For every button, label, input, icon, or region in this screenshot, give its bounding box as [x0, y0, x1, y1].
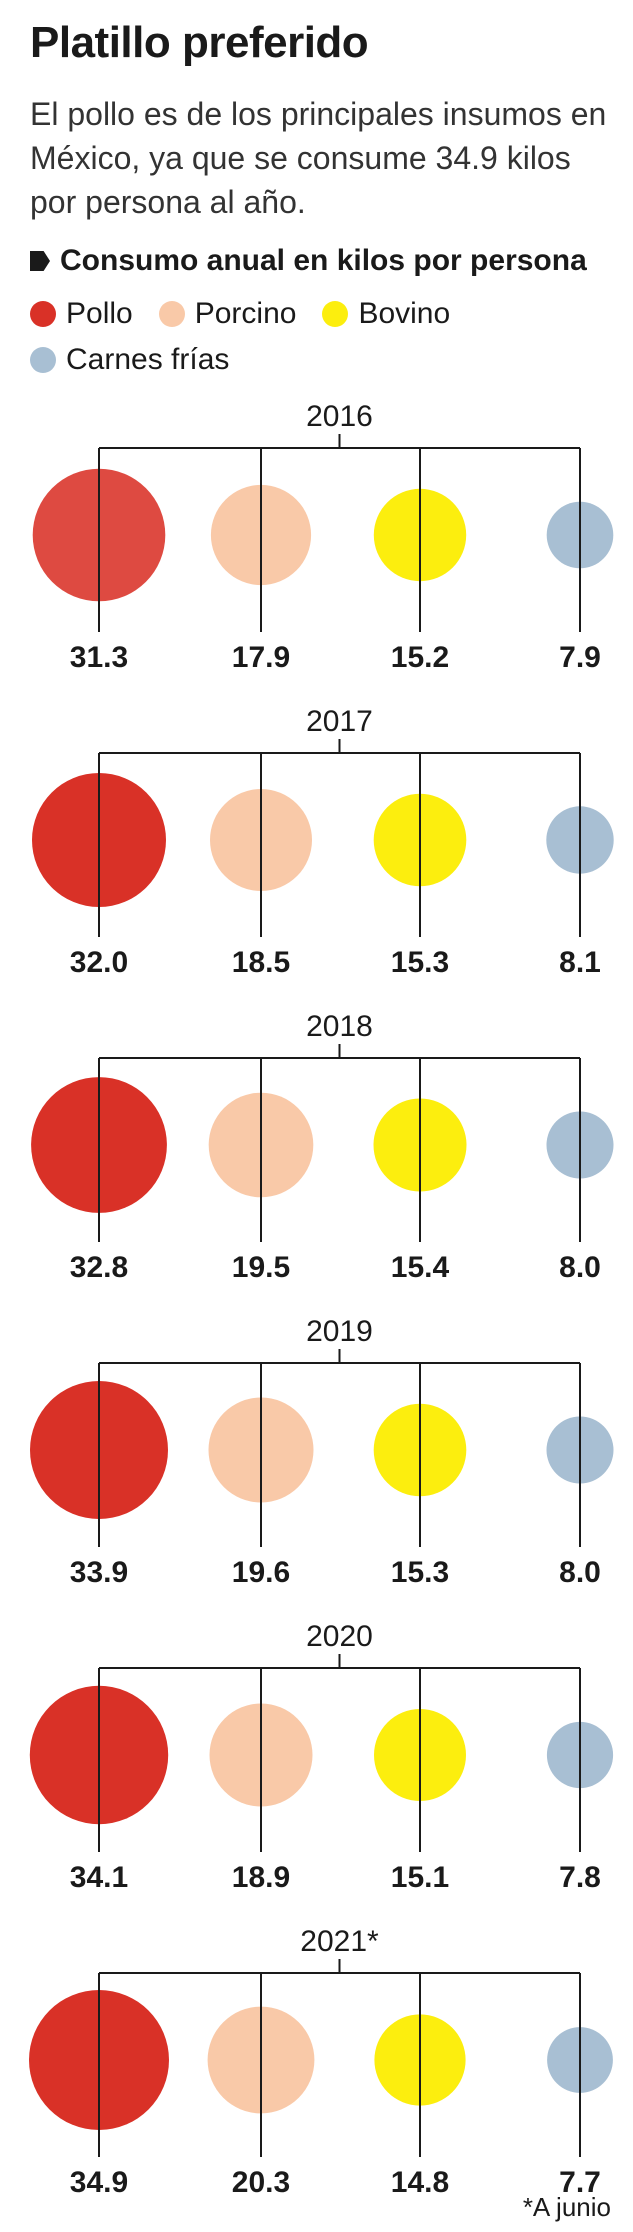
- year-label: 2021*: [300, 1925, 379, 1958]
- legend-swatch-bovino: [322, 301, 349, 327]
- legend-label-carnes-frias: Carnes frías: [66, 343, 230, 376]
- value-label-carnes-frias: 8.1: [559, 946, 601, 979]
- year-label: 2018: [306, 1010, 373, 1043]
- year-label: 2017: [306, 705, 373, 738]
- legend-item-bovino: Bovino: [322, 297, 451, 330]
- value-label-pollo: 31.3: [70, 641, 128, 674]
- value-label-carnes-frias: 8.0: [559, 1251, 601, 1284]
- measure-label: Consumo anual en kilos por persona: [30, 244, 587, 278]
- legend-label-pollo: Pollo: [66, 297, 133, 330]
- legend-swatch-carnes-frias: [30, 347, 56, 373]
- value-label-porcino: 18.5: [232, 946, 290, 979]
- value-label-porcino: 19.5: [232, 1251, 290, 1284]
- value-label-bovino: 15.4: [391, 1251, 450, 1284]
- legend-label-bovino: Bovino: [358, 297, 451, 330]
- legend-swatch-pollo: [30, 301, 56, 327]
- value-label-carnes-frias: 7.7: [559, 2166, 601, 2199]
- year-label: 2016: [306, 400, 373, 433]
- legend-swatch-porcino: [158, 301, 185, 327]
- value-label-porcino: 20.3: [232, 2166, 290, 2199]
- measure-label-text: Consumo anual en kilos por persona: [60, 244, 587, 277]
- value-label-pollo: 34.9: [70, 2166, 128, 2199]
- value-label-pollo: 32.8: [70, 1251, 128, 1284]
- value-label-bovino: 14.8: [391, 2166, 449, 2199]
- year-label: 2020: [306, 1620, 373, 1653]
- value-label-carnes-frias: 7.8: [559, 1861, 601, 1894]
- value-label-bovino: 15.1: [391, 1861, 449, 1894]
- legend-item-porcino: Porcino: [158, 297, 297, 330]
- value-label-bovino: 15.2: [391, 641, 449, 674]
- value-label-pollo: 33.9: [70, 1556, 128, 1589]
- value-label-carnes-frias: 7.9: [559, 641, 601, 674]
- value-label-bovino: 15.3: [391, 1556, 449, 1589]
- value-label-porcino: 17.9: [232, 641, 290, 674]
- legend-item-carnes-frias: Carnes frías: [30, 343, 230, 376]
- value-label-bovino: 15.3: [391, 946, 449, 979]
- chart-title: Platillo preferido: [30, 18, 369, 67]
- legend-label-porcino: Porcino: [194, 297, 297, 330]
- value-label-porcino: 18.9: [232, 1861, 290, 1894]
- year-label: 2019: [306, 1315, 373, 1348]
- tag-icon: [30, 251, 50, 271]
- legend: Pollo Porcino Bovino Carnes frías: [30, 297, 620, 376]
- value-label-pollo: 32.0: [70, 946, 128, 979]
- value-label-porcino: 19.6: [232, 1556, 290, 1589]
- legend-item-pollo: Pollo: [30, 297, 133, 330]
- footnote: *A junio: [522, 2192, 611, 2222]
- value-label-carnes-frias: 8.0: [559, 1556, 601, 1589]
- value-label-pollo: 34.1: [70, 1861, 128, 1894]
- chart-subtitle: El pollo es de los principales insumos e…: [30, 96, 607, 220]
